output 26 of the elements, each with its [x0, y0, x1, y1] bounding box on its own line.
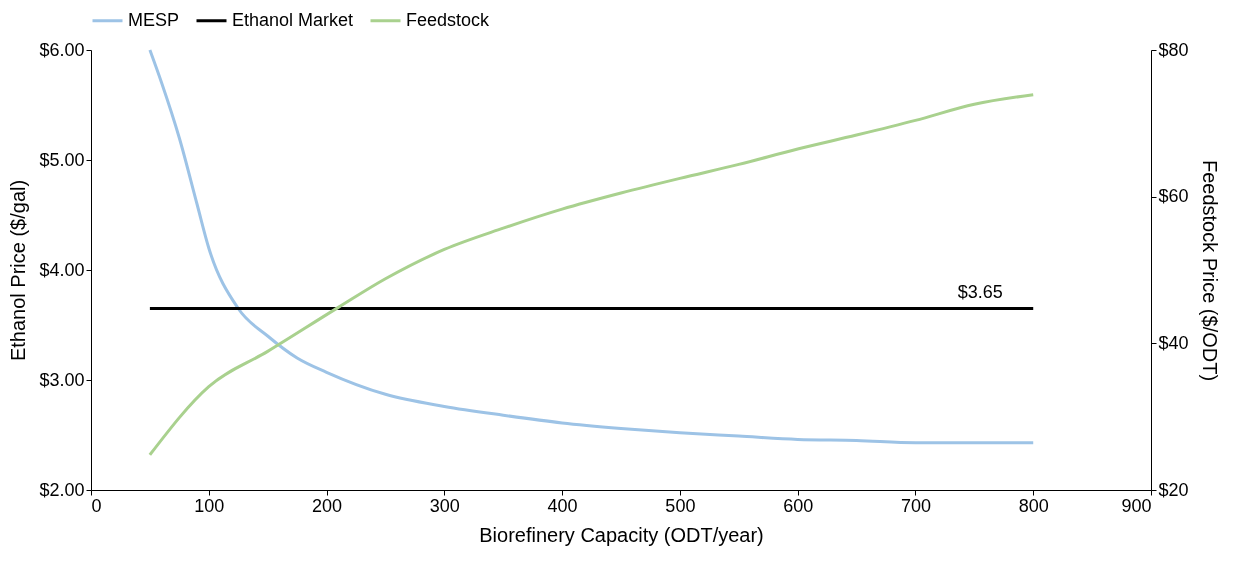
y-tick-label: $2.00: [39, 479, 85, 500]
y-tick-label: $4.00: [39, 259, 85, 280]
x-tick-label: 100: [194, 495, 225, 516]
y-tick-label: $6.00: [39, 39, 85, 60]
x-tick-label: 400: [547, 495, 578, 516]
y-tick-label: $3.00: [39, 369, 85, 390]
y2-tick-label: $60: [1158, 186, 1189, 207]
x-tick-label: 500: [665, 495, 696, 516]
x-tick-label: 300: [429, 495, 460, 516]
y-axis-title: Ethanol Price ($/gal): [7, 179, 30, 362]
x-axis-title: Biorefinery Capacity (ODT/year): [479, 523, 764, 546]
annotation: $3.65: [957, 281, 1003, 302]
x-tick-label: 600: [783, 495, 814, 516]
legend-label: Feedstock: [406, 9, 491, 30]
y2-tick-label: $40: [1158, 332, 1189, 353]
y2-axis-title: Feedstock Price ($/ODT): [1198, 159, 1221, 382]
legend-label: Ethanol Market: [232, 9, 354, 30]
x-tick-label: 900: [1121, 495, 1152, 516]
y2-tick-label: $20: [1158, 479, 1189, 500]
x-tick-label: 700: [900, 495, 931, 516]
x-tick-label: 800: [1018, 495, 1049, 516]
y-tick-label: $5.00: [39, 149, 85, 170]
x-tick-label: 200: [312, 495, 343, 516]
y2-tick-label: $80: [1158, 39, 1189, 60]
legend-label: MESP: [128, 9, 180, 30]
x-tick-label: 0: [91, 495, 102, 516]
